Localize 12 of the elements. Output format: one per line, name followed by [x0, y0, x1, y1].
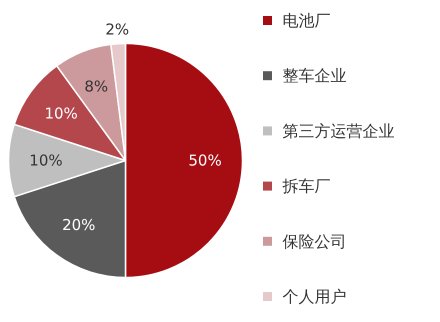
data-label: 8% — [84, 78, 108, 96]
legend-label: 保险公司 — [282, 232, 346, 251]
data-label: 10% — [29, 152, 63, 170]
legend-label: 拆车厂 — [282, 176, 330, 196]
data-label: 2% — [105, 20, 130, 39]
data-label: 50% — [188, 152, 222, 170]
legend-label: 第三方运营企业 — [282, 121, 394, 140]
legend-label: 整车企业 — [282, 66, 346, 86]
data-label: 10% — [44, 104, 78, 123]
legend-label: 个人用户 — [282, 287, 346, 306]
legend-label: 电池厂 — [282, 11, 330, 30]
data-label: 20% — [62, 216, 96, 234]
